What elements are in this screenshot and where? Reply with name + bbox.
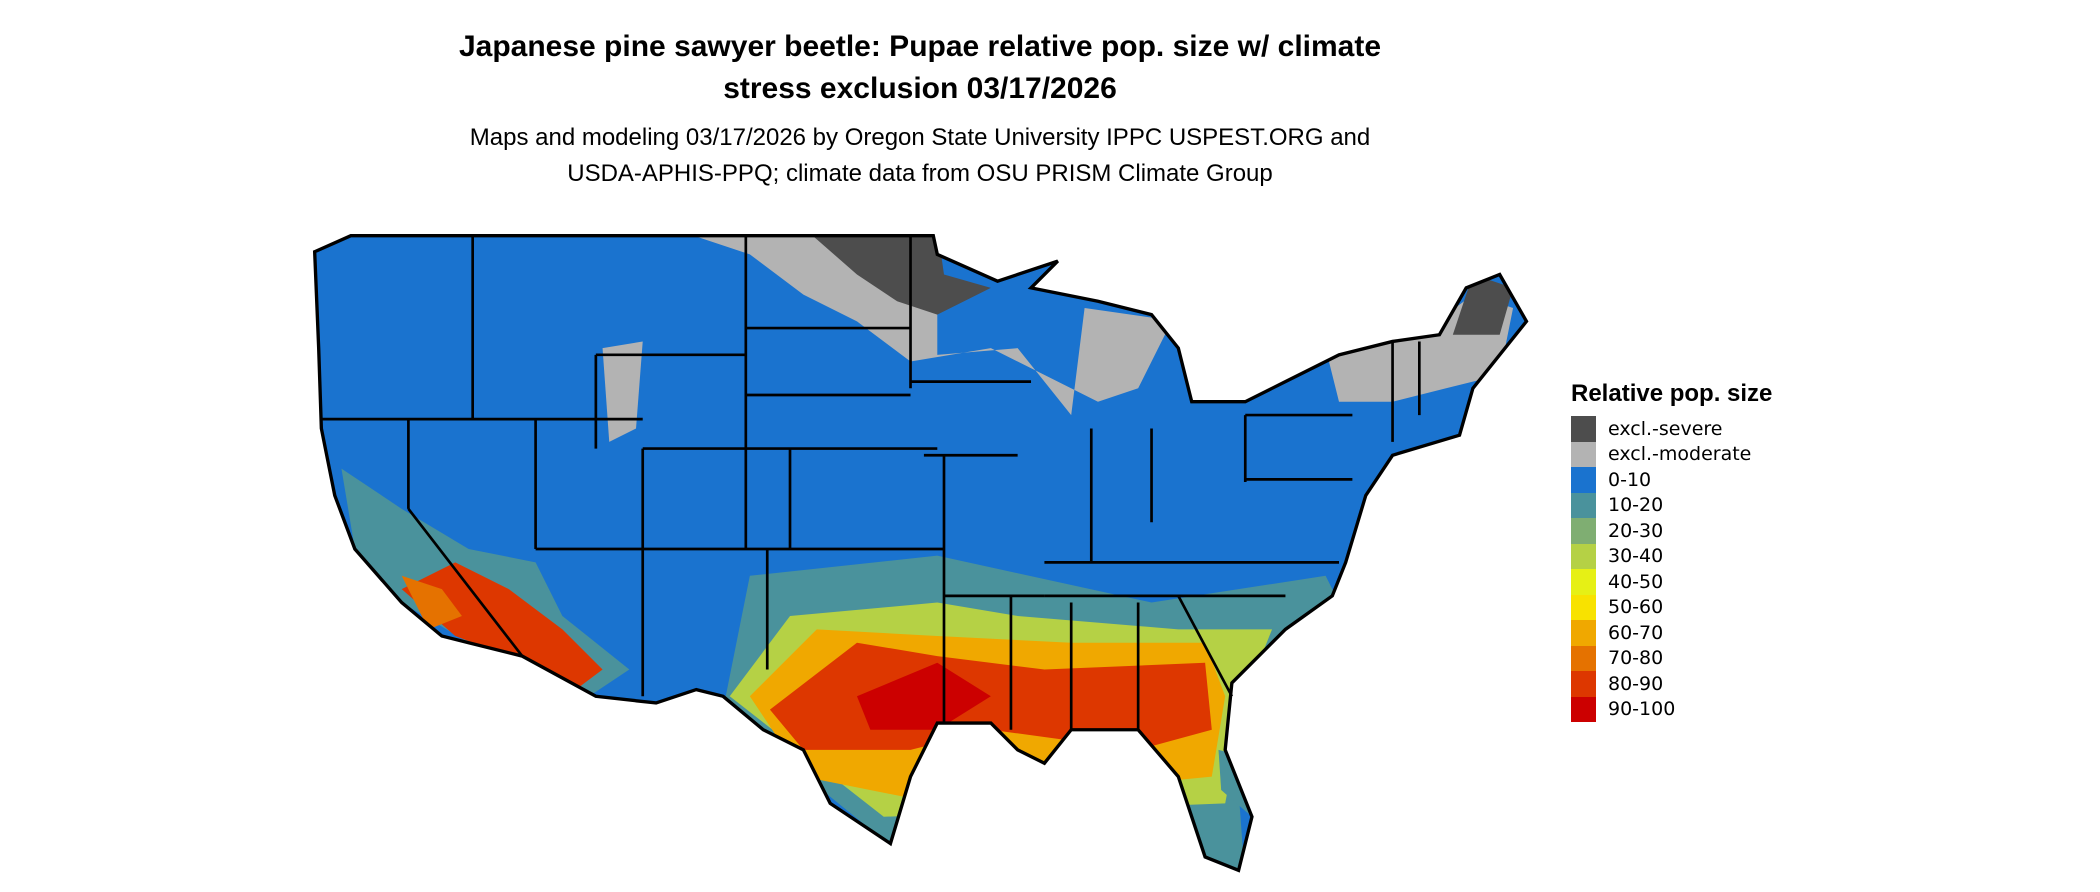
legend-item: excl.-moderate: [1571, 441, 1772, 467]
legend-item: 0-10: [1571, 467, 1772, 493]
subtitle-line-2: USDA-APHIS-PPQ; climate data from OSU PR…: [567, 160, 1273, 187]
legend-label: 50-60: [1608, 596, 1664, 619]
legend-label: 0-10: [1608, 468, 1652, 491]
legend-label: 10-20: [1608, 494, 1664, 517]
region-excl-severe-mn: [803, 235, 991, 315]
legend-swatch: [1571, 671, 1596, 697]
legend-swatch: [1571, 543, 1596, 569]
legend: Relative pop. size excl.-severe excl.-mod…: [1571, 380, 1772, 722]
legend-swatch: [1571, 569, 1596, 595]
legend-swatch: [1571, 467, 1596, 493]
state-borders: [321, 235, 1421, 730]
legend-item: 40-50: [1571, 569, 1772, 595]
legend-item: 50-60: [1571, 594, 1772, 620]
legend-swatch: [1571, 696, 1596, 722]
legend-label: 30-40: [1608, 545, 1664, 568]
region-excl-moderate-north: [669, 235, 1179, 416]
legend-swatch: [1571, 441, 1596, 467]
legend-label: 20-30: [1608, 519, 1664, 542]
legend-item: 60-70: [1571, 620, 1772, 646]
legend-title: Relative pop. size: [1571, 380, 1773, 407]
region-80-90-sw: [401, 562, 603, 690]
subtitle-line-1: Maps and modeling 03/17/2026 by Oregon S…: [469, 124, 1371, 151]
legend-label: 80-90: [1608, 672, 1664, 695]
legend-swatch: [1571, 492, 1596, 518]
legend-item: 30-40: [1571, 543, 1772, 569]
legend-label: excl.-severe: [1608, 417, 1723, 440]
legend-swatch: [1571, 416, 1596, 442]
legend-swatch: [1571, 594, 1596, 620]
legend-item: 80-90: [1571, 671, 1772, 697]
region-excl-moderate-wy: [602, 341, 643, 442]
region-70-80-sw: [401, 575, 462, 630]
title-line-2: stress exclusion 03/17/2026: [723, 72, 1117, 105]
legend-label: excl.-moderate: [1608, 443, 1752, 466]
legend-swatch: [1571, 645, 1596, 671]
legend-label: 60-70: [1608, 621, 1664, 644]
legend-label: 70-80: [1608, 647, 1664, 670]
region-90-100: [856, 662, 991, 730]
legend-item: excl.-severe: [1571, 416, 1772, 442]
legend-item: 70-80: [1571, 645, 1772, 671]
legend-item: 10-20: [1571, 492, 1772, 518]
legend-swatch: [1571, 518, 1596, 544]
legend-swatch: [1571, 620, 1596, 646]
map-subtitle: Maps and modeling 03/17/2026 by Oregon S…: [320, 120, 1520, 192]
legend-item: 90-100: [1571, 696, 1772, 722]
legend-label: 90-100: [1608, 698, 1676, 721]
region-excl-severe-me: [1452, 274, 1514, 335]
map-title: Japanese pine sawyer beetle: Pupae relat…: [320, 26, 1520, 110]
title-line-1: Japanese pine sawyer beetle: Pupae relat…: [458, 30, 1382, 63]
legend-items: excl.-severe excl.-moderate 0-10 10-20 20-30…: [1571, 416, 1772, 722]
legend-label: 40-50: [1608, 570, 1664, 593]
legend-item: 20-30: [1571, 518, 1772, 544]
map-raster: [314, 235, 1527, 871]
